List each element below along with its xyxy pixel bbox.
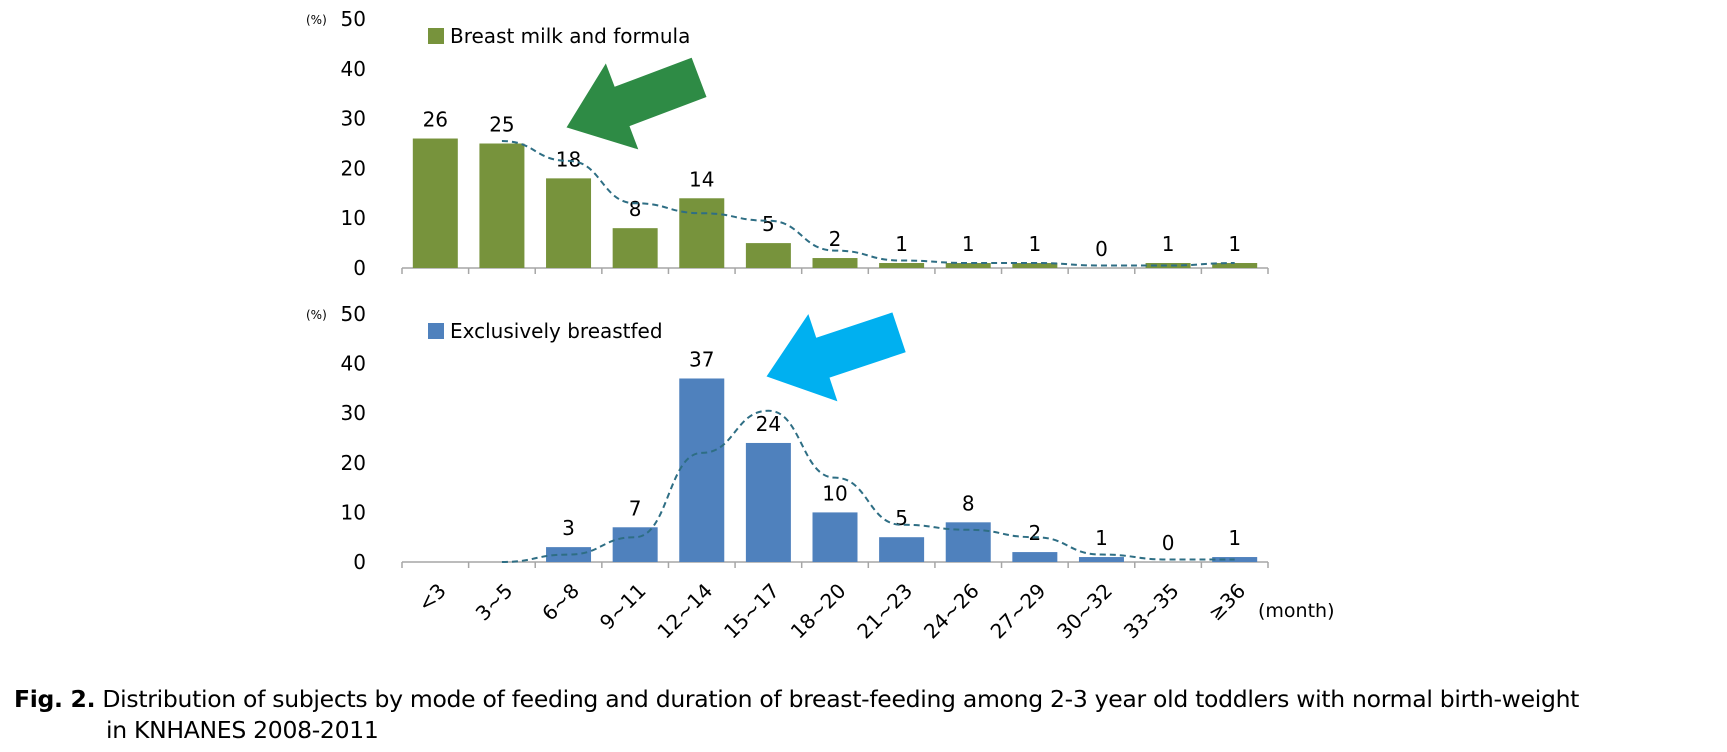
x-tick-label: 3~5 (471, 579, 518, 626)
legend-swatch (428, 28, 444, 44)
bar (1012, 263, 1058, 268)
x-tick-label: 15~17 (719, 579, 784, 644)
bar (745, 243, 791, 268)
bar (945, 263, 991, 268)
x-tick-label: 6~8 (537, 579, 584, 626)
bar (812, 512, 858, 562)
y-tick-label: 50 (341, 302, 366, 326)
y-tick-label: 0 (353, 550, 366, 574)
x-tick-label: 33~35 (1119, 579, 1184, 644)
y-axis-unit: (%) (306, 308, 327, 322)
data-label: 1 (1228, 526, 1241, 550)
bar (612, 228, 658, 268)
bar (1212, 263, 1258, 268)
y-tick-label: 30 (341, 401, 366, 425)
x-tick-label: ≥36 (1203, 579, 1250, 626)
bar (945, 522, 991, 562)
data-label: 5 (895, 506, 908, 530)
bar (612, 527, 658, 562)
data-label: 1 (1228, 232, 1241, 256)
x-tick-label: 24~26 (919, 579, 984, 644)
caption-label: Fig. 2. (14, 685, 96, 713)
legend-swatch (428, 323, 444, 339)
data-label: 2 (829, 227, 842, 251)
x-axis-category-labels: <3 3~5 6~8 9~11 12~14 15~17 18~20 21~23 24~26 27~… (413, 579, 1250, 644)
bar (479, 143, 525, 268)
pointer-arrow-icon (763, 309, 909, 405)
data-label: 0 (1095, 237, 1108, 261)
data-label: 24 (756, 412, 781, 436)
bar (1145, 263, 1191, 268)
y-axis-unit: (%) (306, 13, 327, 27)
y-tick-label: 20 (341, 451, 366, 475)
bar (1012, 552, 1058, 562)
bar (745, 442, 791, 562)
bar (679, 198, 725, 268)
caption-line-1: Distribution of subjects by mode of feed… (95, 685, 1580, 713)
data-label: 1 (1028, 232, 1041, 256)
data-label: 37 (689, 347, 714, 371)
pointer-arrow-icon (563, 55, 710, 153)
y-tick-label: 0 (353, 256, 366, 280)
data-label: 1 (962, 232, 975, 256)
bar (1078, 557, 1124, 562)
data-label: 2 (1028, 521, 1041, 545)
bar (879, 537, 925, 562)
data-label: 5 (762, 212, 775, 236)
data-label: 3 (562, 516, 575, 540)
trend-line (501, 140, 1235, 267)
data-label: 18 (556, 147, 581, 171)
data-label: 1 (1095, 526, 1108, 550)
caption-line-2: in KNHANES 2008-2011 (106, 716, 379, 744)
x-tick-label: 30~32 (1052, 579, 1117, 644)
y-tick-label: 10 (341, 206, 366, 230)
x-tick-label: 12~14 (652, 579, 717, 644)
bar (546, 547, 592, 562)
data-label: 0 (1162, 531, 1175, 555)
y-tick-label: 10 (341, 500, 366, 524)
data-label: 10 (822, 481, 847, 505)
x-tick-label: <3 (413, 579, 451, 617)
y-tick-label: 30 (341, 107, 366, 131)
bar (546, 178, 592, 268)
trend-line (501, 409, 1235, 563)
data-label: 1 (895, 232, 908, 256)
figure-caption: Fig. 2. Distribution of subjects by mode… (14, 684, 1714, 746)
x-tick-label: 9~11 (595, 579, 651, 635)
y-tick-label: 50 (341, 7, 366, 31)
bar (679, 378, 725, 562)
data-label: 14 (689, 167, 714, 191)
y-tick-label: 40 (341, 57, 366, 81)
data-label: 26 (423, 108, 448, 132)
data-label: 25 (489, 113, 514, 137)
legend-label: Breast milk and formula (450, 24, 690, 48)
bar (412, 138, 458, 268)
x-axis-unit-label: (month) (1258, 600, 1335, 622)
data-label: 8 (962, 491, 975, 515)
data-label: 1 (1162, 232, 1175, 256)
x-tick-label: 27~29 (986, 579, 1051, 644)
bar (812, 258, 858, 268)
y-tick-label: 40 (341, 352, 366, 376)
legend-label: Exclusively breastfed (450, 319, 663, 343)
data-label: 7 (629, 496, 642, 520)
x-tick-label: 21~23 (852, 579, 917, 644)
bar (879, 263, 925, 268)
y-tick-label: 20 (341, 156, 366, 180)
data-label: 8 (629, 197, 642, 221)
x-tick-label: 18~20 (786, 579, 851, 644)
